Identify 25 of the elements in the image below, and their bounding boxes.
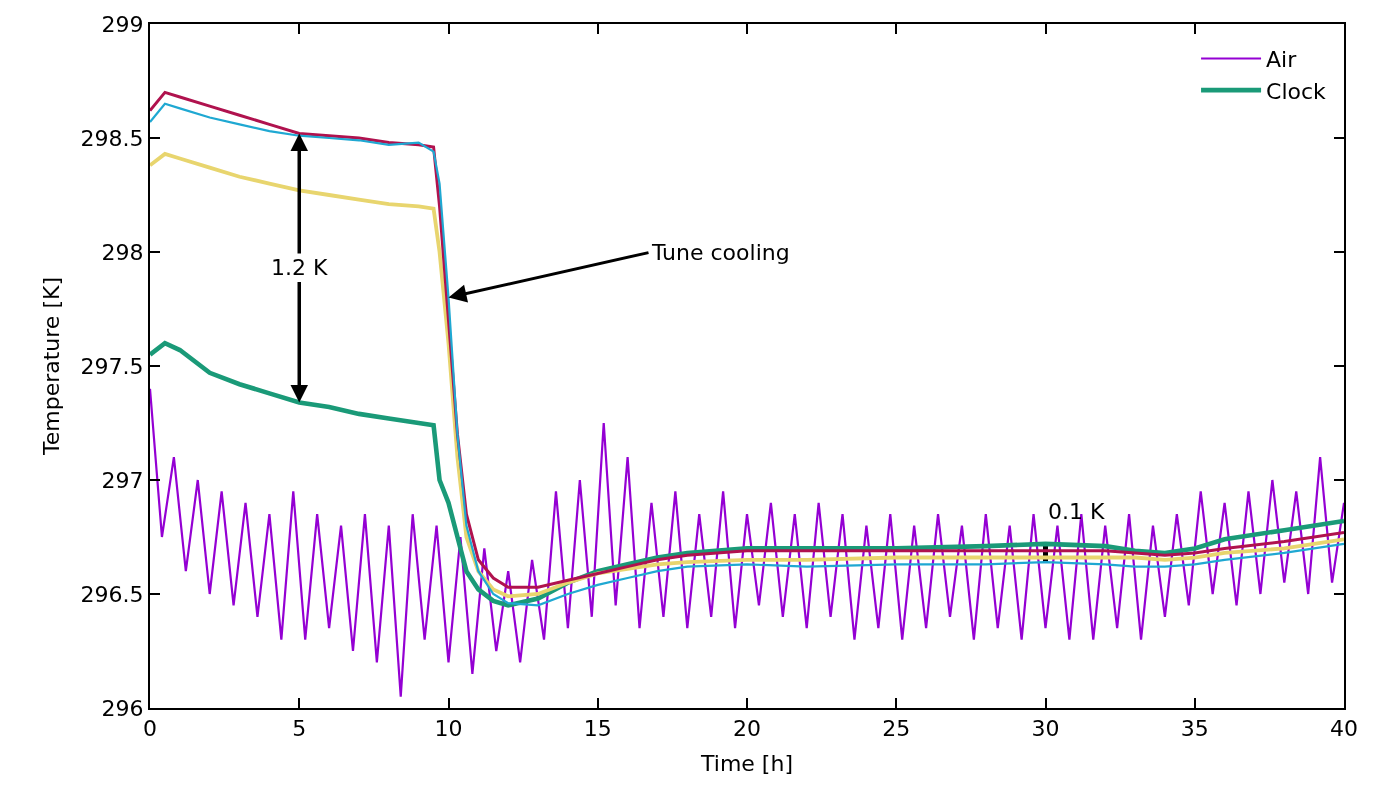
x-tick-label: 25 bbox=[882, 716, 911, 742]
x-tick-label: 10 bbox=[434, 716, 463, 742]
x-tick-label: 40 bbox=[1330, 716, 1358, 742]
x-tick-label: 30 bbox=[1031, 716, 1060, 742]
x-tick-label: 15 bbox=[583, 716, 612, 742]
x-tick-label: 0 bbox=[143, 716, 157, 742]
x-tick-label: 35 bbox=[1180, 716, 1209, 742]
y-tick-label: 299 bbox=[101, 11, 144, 37]
y-tick-label: 296 bbox=[101, 695, 144, 721]
x-tick-label: 5 bbox=[292, 716, 307, 742]
x-axis-title: Time [h] bbox=[700, 750, 793, 776]
y-tick-label: 298 bbox=[101, 239, 144, 265]
legend-label: Air bbox=[1266, 47, 1298, 73]
annotation: 0.1 K bbox=[1048, 499, 1105, 524]
line-series bbox=[150, 340, 1344, 608]
legend-label: Clock bbox=[1266, 78, 1327, 104]
x-tick-label: 20 bbox=[733, 716, 761, 742]
y-axis-title: Temperature [K] bbox=[38, 277, 64, 456]
y-tick-label: 296.5 bbox=[80, 581, 144, 607]
annotation: 1.2 K bbox=[271, 255, 328, 280]
y-tick-label: 297 bbox=[101, 467, 144, 493]
annotation: Tune cooling bbox=[651, 240, 790, 265]
line-series bbox=[150, 387, 1344, 698]
y-tick-label: 297.5 bbox=[80, 353, 144, 379]
y-tick-label: 298.5 bbox=[80, 125, 144, 151]
